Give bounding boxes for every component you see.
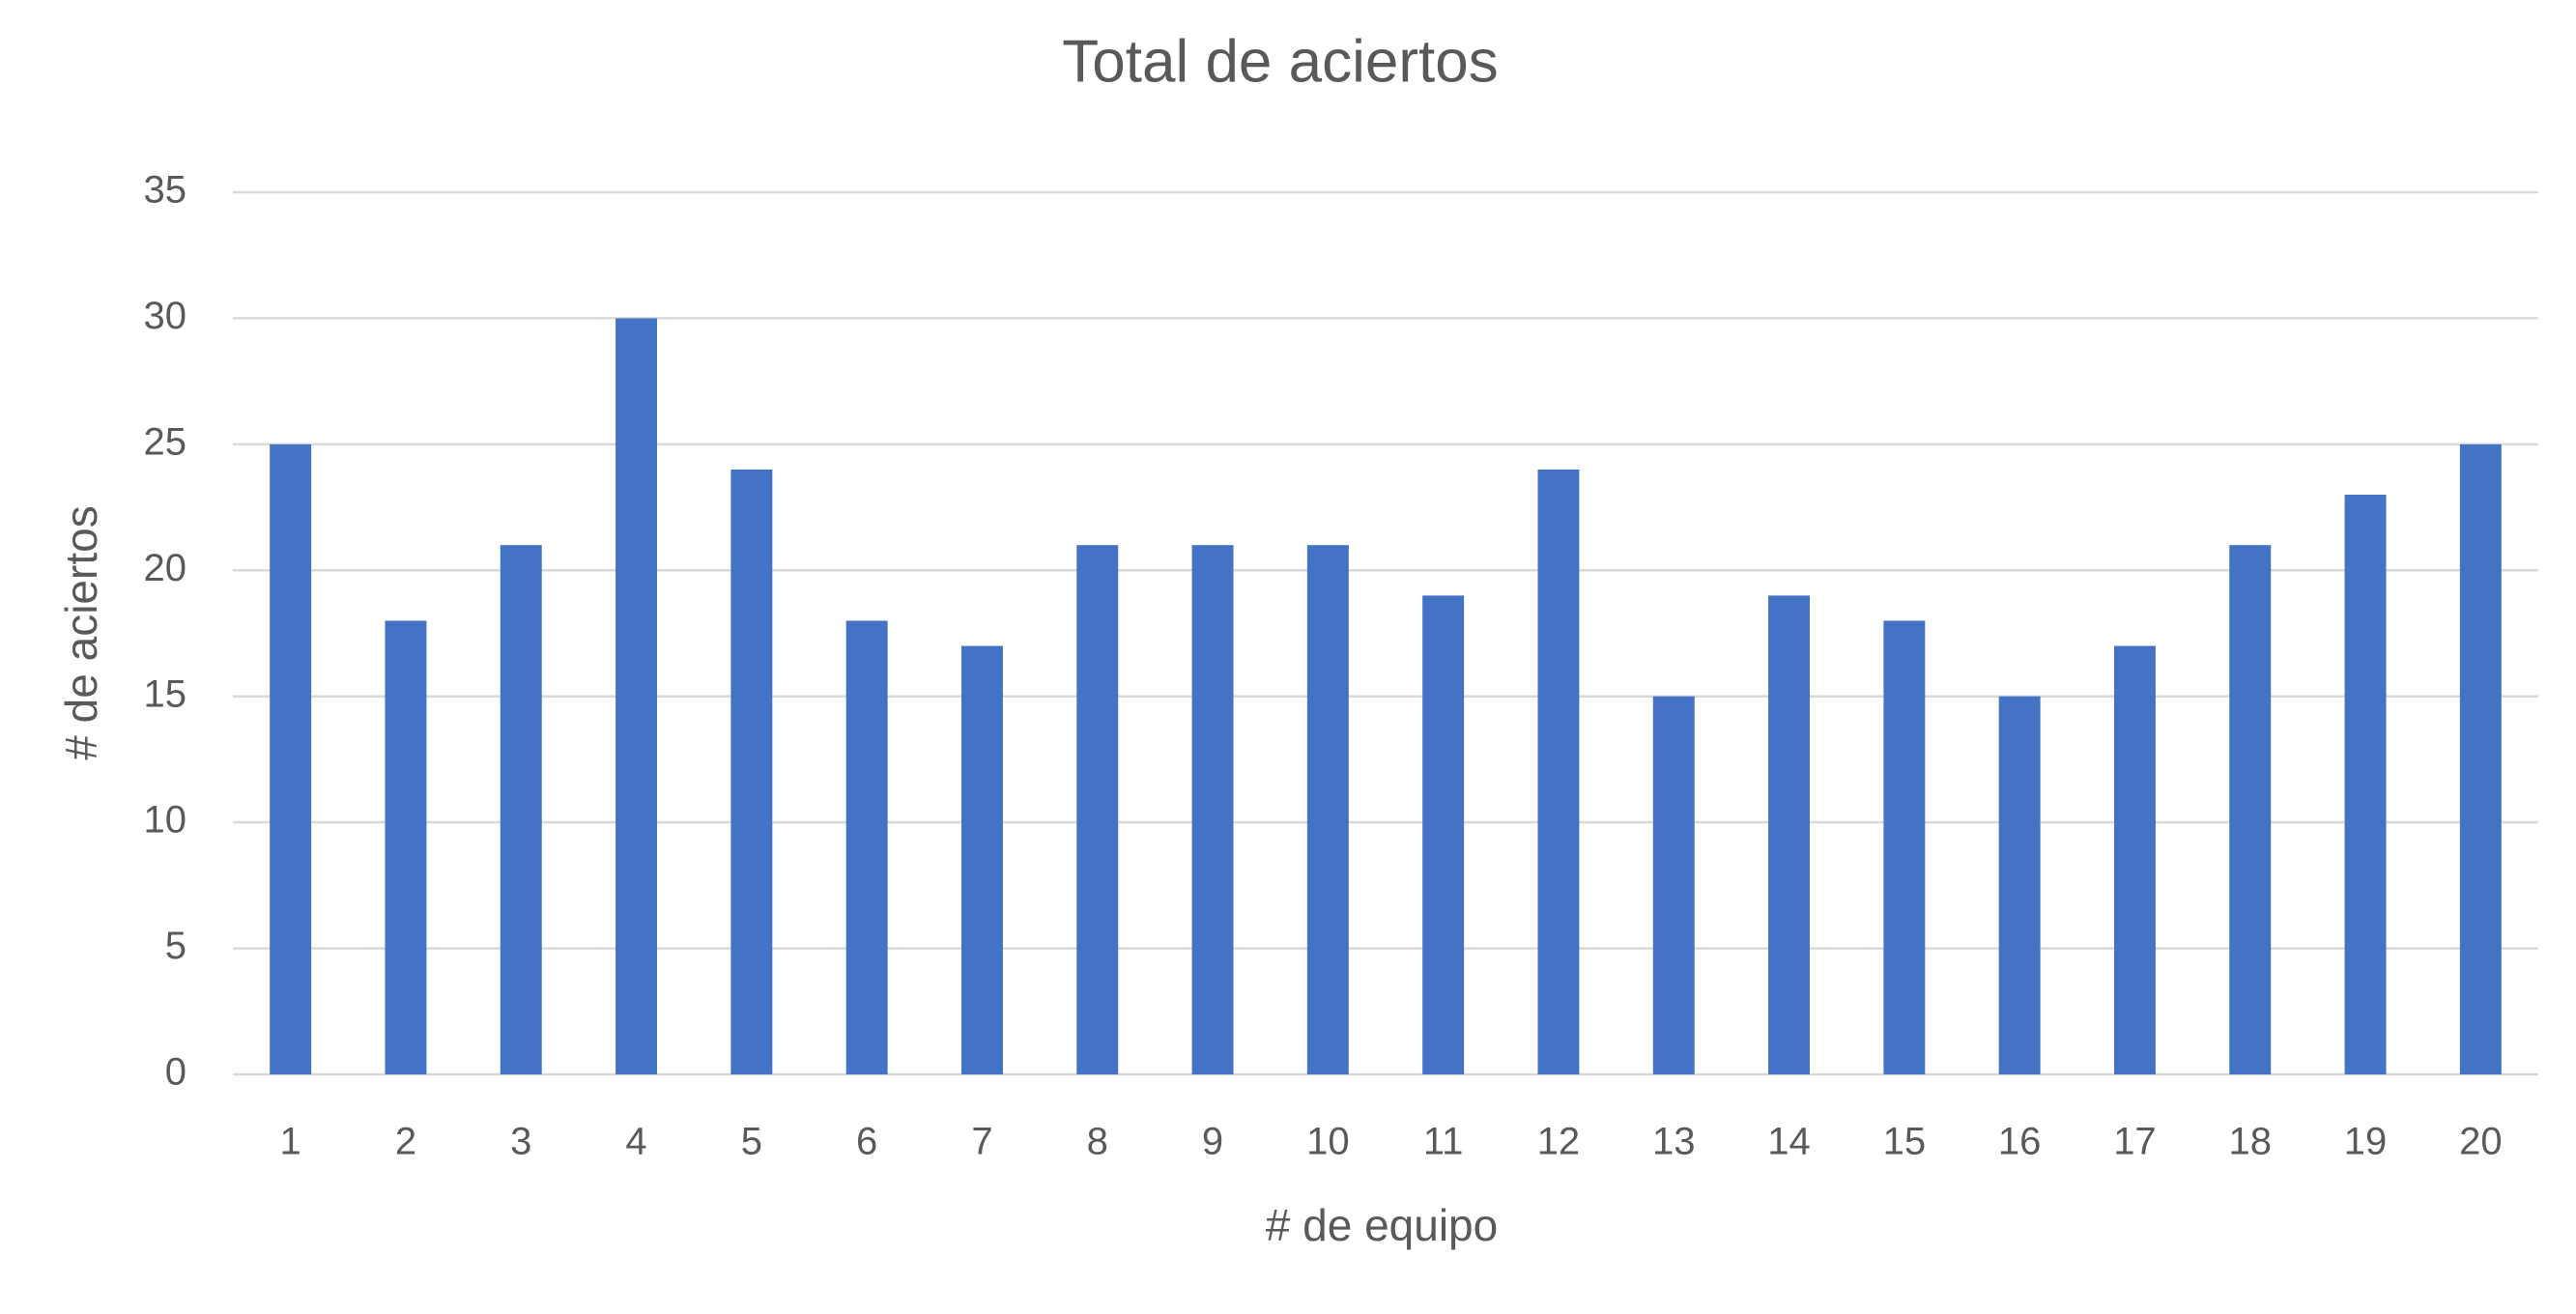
x-tick-label: 8 <box>1087 1121 1108 1163</box>
x-axis-title: # de equipo <box>1266 1200 1498 1250</box>
bar <box>1652 696 1695 1074</box>
x-tick-label: 15 <box>1883 1121 1927 1163</box>
x-tick-label: 14 <box>1767 1121 1811 1163</box>
x-tick-label: 1 <box>280 1121 301 1163</box>
bar <box>1191 545 1234 1074</box>
bar <box>2113 645 2156 1074</box>
bar <box>1537 469 1580 1074</box>
bar <box>1998 696 2041 1074</box>
bar <box>615 318 658 1074</box>
x-tick-label: 9 <box>1202 1121 1223 1163</box>
x-tick-label: 4 <box>625 1121 646 1163</box>
bar <box>1306 545 1349 1074</box>
x-tick-label: 16 <box>1998 1121 2042 1163</box>
x-tick-label: 13 <box>1652 1121 1696 1163</box>
y-tick-label: 30 <box>144 295 187 337</box>
bar <box>1076 545 1119 1074</box>
y-tick-label: 20 <box>144 547 187 589</box>
y-tick-label: 0 <box>165 1051 186 1094</box>
bar <box>2344 495 2387 1074</box>
bar <box>960 645 1003 1074</box>
x-tick-label: 5 <box>741 1121 762 1163</box>
y-axis-title: # de aciertos <box>56 505 106 759</box>
x-tick-label: 17 <box>2113 1121 2157 1163</box>
y-tick-label: 25 <box>144 420 187 463</box>
x-tick-label: 6 <box>856 1121 877 1163</box>
bar <box>500 545 542 1074</box>
bar <box>270 443 312 1074</box>
x-tick-label: 11 <box>1423 1121 1464 1163</box>
x-tick-label: 19 <box>2344 1121 2388 1163</box>
bar <box>1883 620 1926 1074</box>
x-tick-label: 3 <box>510 1121 531 1163</box>
x-tick-label: 7 <box>971 1121 992 1163</box>
bar <box>2229 545 2272 1074</box>
bar <box>2459 443 2502 1074</box>
bar <box>385 620 427 1074</box>
x-tick-label: 12 <box>1537 1121 1581 1163</box>
x-tick-label: 10 <box>1306 1121 1350 1163</box>
bar <box>1768 595 1811 1074</box>
chart-title: Total de aciertos <box>1062 28 1498 95</box>
bar <box>730 469 773 1074</box>
y-tick-label: 35 <box>144 169 187 212</box>
y-tick-label: 5 <box>165 925 186 967</box>
x-tick-label: 20 <box>2459 1121 2503 1163</box>
y-tick-label: 15 <box>144 672 187 715</box>
x-tick-label: 18 <box>2229 1121 2273 1163</box>
bar <box>1422 595 1465 1074</box>
bar <box>845 620 888 1074</box>
x-tick-label: 2 <box>395 1121 416 1163</box>
y-tick-label: 10 <box>144 799 187 842</box>
